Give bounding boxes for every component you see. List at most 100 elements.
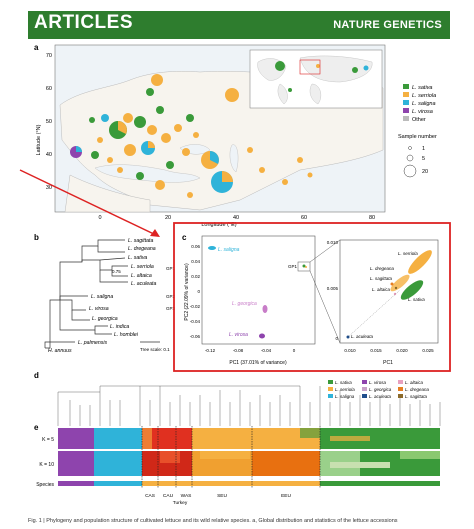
pca-xtick: -0.12 xyxy=(205,348,216,353)
pca-ytick: -0.04 xyxy=(190,319,201,324)
inset-xtick: 0.010 xyxy=(344,348,356,353)
pca-label: L. virosa xyxy=(229,332,248,338)
taxon-label: H. annuus xyxy=(48,348,72,354)
region-label: WAS xyxy=(181,493,192,499)
pca-ytick: 0.04 xyxy=(191,259,200,264)
map-ytick: 70 xyxy=(46,53,52,59)
legend-label: L. serriola xyxy=(412,93,436,99)
pca-xtick: 0 xyxy=(293,348,296,353)
highlight-box xyxy=(173,222,451,372)
map-ytick: 40 xyxy=(46,152,52,158)
legend-label: L. serriola xyxy=(335,387,355,392)
taxon-label: L. sativa xyxy=(128,255,147,261)
panel-e-label: e xyxy=(34,423,39,432)
pca-ytick: -0.06 xyxy=(190,334,201,339)
size-legend-label: 1 xyxy=(422,146,425,152)
taxon-label: L. homblei xyxy=(114,332,139,338)
inset-xlabel: PC1 xyxy=(383,360,393,366)
inset-label: L. serriola xyxy=(398,251,418,256)
taxon-label: L. serriola xyxy=(131,264,154,270)
legend-label: L. dregeana xyxy=(405,387,430,392)
taxon-label: L. aculeata xyxy=(131,281,156,287)
size-legend-title: Sample number xyxy=(398,134,437,140)
taxon-label: L. virosa xyxy=(89,306,109,312)
map-sample-markers xyxy=(70,74,313,198)
inset-label: L. aculeata xyxy=(351,334,374,339)
red-arrow xyxy=(19,169,159,237)
tree-group-labels: GP1 GP2 GP3 xyxy=(166,266,176,311)
pca-ylabel: PC2 (22.09% of variance) xyxy=(184,263,190,321)
legend-label: L. saligna xyxy=(412,101,436,107)
taxon-label: L. altaica xyxy=(131,273,152,279)
map-size-legend: Sample number 1 5 20 xyxy=(398,134,437,178)
header-journal: NATURE GENETICS xyxy=(333,19,442,31)
figure-caption: Fig. 1 | Phylogeny and population struct… xyxy=(28,518,398,524)
taxon-label: L. palmensis xyxy=(78,340,108,346)
map-xtick: 40 xyxy=(233,215,239,221)
legend-label: L. sagittata xyxy=(405,394,428,399)
legend-label: L. virosa xyxy=(412,109,433,115)
map-xlabel: Longitude (°E) xyxy=(201,222,236,228)
pca-ytick: 0.02 xyxy=(191,274,200,279)
map-xtick: 80 xyxy=(369,215,375,221)
sample-dendrogram xyxy=(57,385,441,426)
admixture-k5 xyxy=(58,428,440,449)
region-labels: CAS CAU WAS Turkey SEU EEU xyxy=(145,493,291,506)
legend-label: L. virosa xyxy=(369,380,387,385)
pca-xlabel: PC1 (37.01% of variance) xyxy=(229,360,287,366)
panel-c-label: c xyxy=(182,233,187,242)
panel-d-label: d xyxy=(34,371,39,380)
inset-xtick: 0.020 xyxy=(396,348,408,353)
group-label: GP2 xyxy=(166,294,176,299)
group-label: GP1 xyxy=(166,266,176,271)
taxon-label: L. saligna xyxy=(91,294,113,300)
inset-xtick: 0.015 xyxy=(370,348,382,353)
pca-ytick: 0.06 xyxy=(191,244,200,249)
admixture-species-row xyxy=(58,481,440,486)
journal-header: ARTICLES NATURE GENETICS xyxy=(28,11,450,39)
pca-ytick: -0.02 xyxy=(190,304,201,309)
legend-label: L. georgica xyxy=(369,387,392,392)
pca-label: L. saligna xyxy=(218,247,240,253)
map-xtick: 60 xyxy=(301,215,307,221)
inset-ytick: 0.005 xyxy=(327,286,339,291)
region-label: EEU xyxy=(281,493,291,499)
size-legend-label: 20 xyxy=(422,169,428,175)
panel-b-label: b xyxy=(34,233,39,242)
caspian-sea xyxy=(229,144,239,173)
map-species-legend: L. sativa L. serriola L. saligna L. viro… xyxy=(403,84,436,123)
size-legend-label: 5 xyxy=(422,156,425,162)
taxon-label: L. dregeana xyxy=(128,246,156,252)
region-label: CAS xyxy=(145,493,155,499)
panel-a-label: a xyxy=(34,43,39,52)
pca-main-plot: L. saligna L. georgica L. virosa GP1 xyxy=(201,235,341,345)
pca-ytick: 0 xyxy=(197,289,200,294)
africa-landmass xyxy=(64,174,151,213)
inset-label: L. sagittata xyxy=(370,276,393,281)
red-arrow-head xyxy=(150,229,160,237)
phylogenetic-tree xyxy=(44,239,128,349)
taxon-label: L. indica xyxy=(110,324,129,330)
admixture-dividers xyxy=(141,426,321,488)
legend-label: Other xyxy=(412,117,426,123)
tree-scale-label: Tree scale: 0.1 xyxy=(140,347,170,352)
region-label: CAU xyxy=(163,493,174,499)
inset-label: L. altaica xyxy=(372,287,391,292)
pca-label: GP1 xyxy=(288,264,298,269)
inset-label: L. sativa xyxy=(408,297,425,302)
admixture-legend: L. sativa L. serriola L. saligna L. viro… xyxy=(328,380,430,399)
inset-ytick: 0.010 xyxy=(327,240,339,245)
pca-label: L. georgica xyxy=(232,301,257,307)
bootstrap-value: 0.75 xyxy=(112,269,121,274)
world-inset xyxy=(249,49,383,109)
legend-label: L. sativa xyxy=(412,85,432,91)
row-label: Species xyxy=(36,482,54,488)
admixture-k10 xyxy=(58,451,440,476)
tree-taxa: L. sagittata L. dregeana L. sativa L. se… xyxy=(48,238,156,354)
map-ytick: 60 xyxy=(46,86,52,92)
legend-label: L. aculeata xyxy=(369,394,392,399)
row-label: K = 10 xyxy=(39,462,54,468)
inset-xtick: 0.025 xyxy=(422,348,434,353)
legend-label: L. altaica xyxy=(405,380,424,385)
